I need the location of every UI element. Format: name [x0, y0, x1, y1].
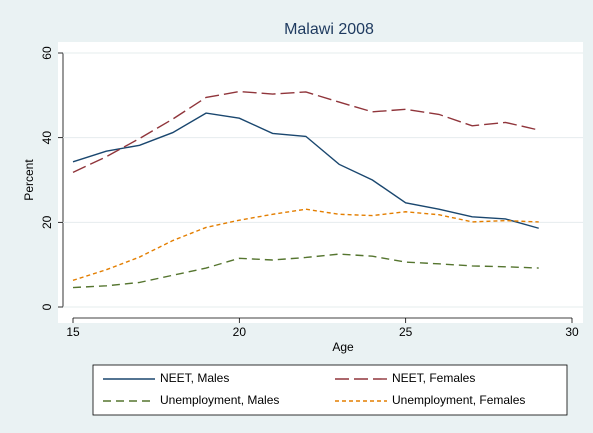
legend-label: NEET, Females: [392, 371, 475, 385]
y-tick-label: 40: [40, 131, 54, 145]
legend-label: Unemployment, Females: [392, 393, 525, 407]
line-series: [72, 112, 539, 229]
line-series: [72, 90, 539, 174]
x-tick-label: 30: [565, 325, 579, 339]
x-axis-label: Age: [332, 340, 354, 354]
y-tick-label: 0: [40, 303, 54, 310]
line-series: [72, 208, 539, 281]
y-tick-label: 20: [40, 215, 54, 229]
chart-title: Malawi 2008: [284, 21, 374, 38]
legend-label: NEET, Males: [160, 371, 229, 385]
x-tick-label: 15: [66, 325, 80, 339]
legend: [92, 364, 568, 416]
plot-area: [58, 42, 583, 323]
y-tick-label: 60: [40, 46, 54, 60]
x-tick-label: 25: [399, 325, 413, 339]
y-axis-label: Percent: [22, 159, 36, 201]
line-series: [72, 253, 539, 289]
legend-label: Unemployment, Males: [160, 393, 279, 407]
x-tick-label: 20: [233, 325, 247, 339]
